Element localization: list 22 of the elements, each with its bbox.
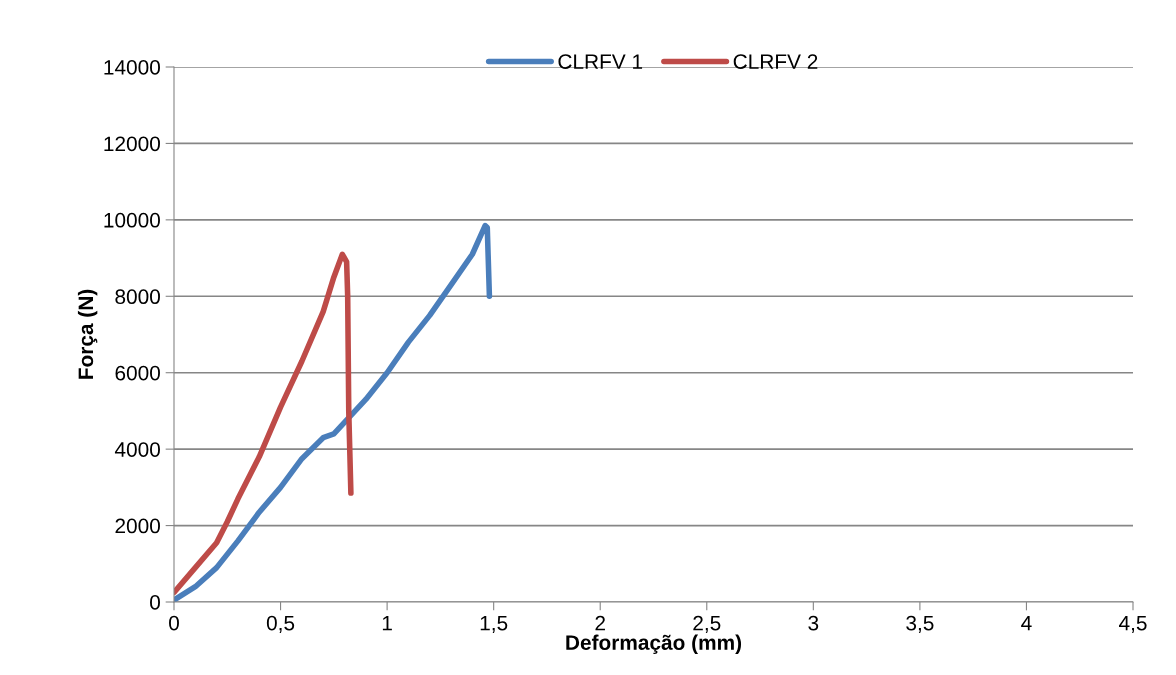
- x-tick-label: 1,5: [480, 615, 508, 633]
- legend-label: CLRFV 1: [558, 54, 643, 69]
- x-tick-label: 2: [595, 615, 605, 631]
- y-tick-label: 8000: [115, 289, 160, 305]
- y-tick-label: 12000: [104, 136, 160, 152]
- y-tick-label: 0: [150, 595, 160, 610]
- x-axis-title: Deformação (mm): [566, 634, 742, 655]
- x-tick-label: 0,5: [266, 615, 295, 633]
- y-tick-label: 14000: [104, 60, 160, 75]
- x-tick-label: 0: [169, 615, 179, 631]
- x-tick-label: 4,5: [1119, 615, 1147, 633]
- y-tick-label: 4000: [114, 442, 160, 457]
- x-tick-label: 3,5: [906, 615, 934, 633]
- legend-label: CLRFV 2: [733, 54, 818, 69]
- y-tick-label: 10000: [104, 212, 160, 228]
- x-tick-label: 2,5: [693, 615, 721, 633]
- x-tick-label: 1: [382, 615, 392, 631]
- x-tick-label: 4: [1021, 615, 1032, 631]
- x-tick-label: 3: [808, 615, 819, 631]
- y-axis-title: Força (N): [77, 289, 98, 379]
- y-tick-label: 6000: [115, 365, 160, 381]
- y-tick-label: 2000: [115, 518, 160, 534]
